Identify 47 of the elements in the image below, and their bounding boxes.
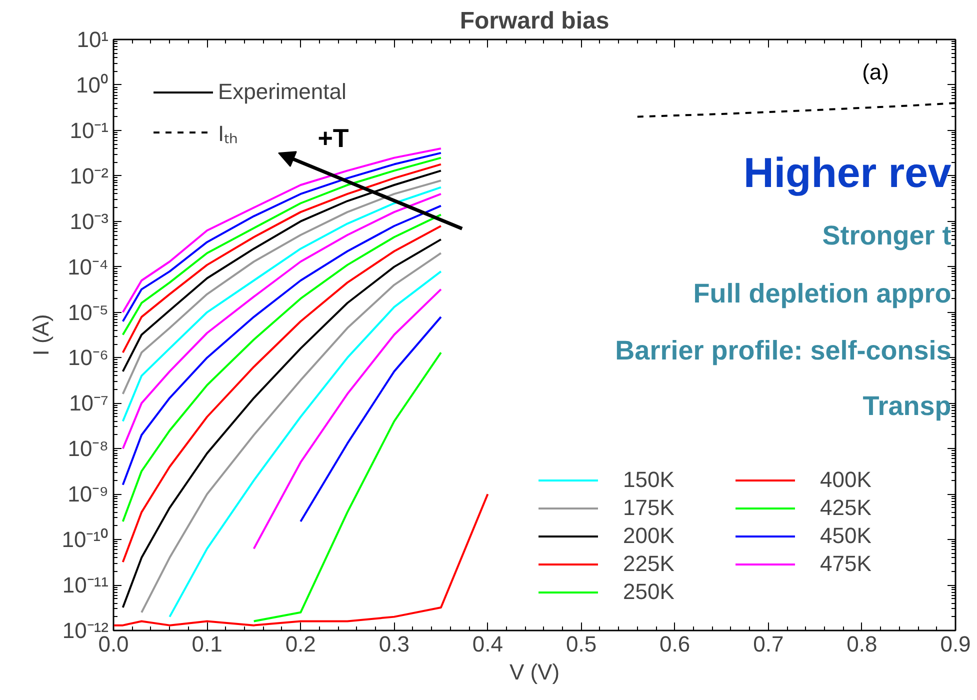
line-series — [252, 352, 442, 622]
y-tick-label: 10⁻² — [70, 163, 108, 188]
annotation: Transp — [862, 390, 952, 421]
y-tick-label: 10¹ — [76, 27, 108, 52]
y-axis-title: I (A) — [28, 314, 54, 356]
annotation: +T — [318, 123, 349, 154]
y-tick-label: 10⁻⁶ — [68, 345, 109, 370]
y-tick-label: 10⁻¹⁰ — [62, 527, 108, 552]
legend-label: 475K — [820, 551, 872, 577]
legend-label: 250K — [623, 579, 676, 605]
y-tick-label: 10⁻¹¹ — [62, 572, 108, 598]
y-tick-label: 10⁻⁴ — [68, 254, 109, 280]
legend-label: Iₜₕ — [218, 120, 238, 147]
legend-label: 450K — [820, 523, 872, 549]
legend-label: Experimental — [218, 79, 346, 105]
annotation: Higher rev — [744, 148, 952, 196]
legend-label: 225K — [623, 551, 676, 577]
x-tick-label: 0.4 — [472, 632, 504, 656]
x-tick-label: 0.5 — [566, 632, 597, 656]
line-series — [300, 316, 442, 522]
x-tick-label: 0.1 — [192, 632, 222, 656]
annotation: (a) — [862, 60, 889, 85]
line-series — [252, 288, 442, 550]
y-tick-label: 10⁻⁸ — [68, 436, 109, 462]
line-series — [114, 493, 489, 626]
y-tick-label: 10⁻⁵ — [68, 300, 109, 325]
chart-title: Forward bias — [460, 8, 610, 34]
x-axis-title: V (V) — [509, 660, 560, 684]
legend-label: 175K — [623, 495, 676, 521]
x-tick-label: 0.3 — [378, 632, 410, 656]
annotation: Barrier profile: self-consis — [615, 335, 952, 366]
legend-label: 150K — [623, 467, 676, 493]
annotation: Full depletion appro — [693, 278, 952, 309]
x-tick-label: 0.9 — [940, 632, 971, 656]
y-tick-label: 10⁻³ — [70, 208, 108, 234]
x-tick-label: 0.7 — [753, 632, 784, 656]
y-tick-label: 10⁻⁹ — [68, 482, 109, 507]
legend-label: 425K — [820, 495, 872, 521]
legend-label: 200K — [623, 523, 676, 549]
y-tick-label: 10⁻⁷ — [69, 390, 109, 416]
x-tick-label: 0.8 — [846, 632, 878, 656]
x-tick-label: 0.2 — [285, 632, 316, 656]
x-tick-label: 0.6 — [660, 632, 690, 656]
y-tick-label: 10⁰ — [76, 72, 109, 98]
legend-label: 400K — [820, 467, 872, 493]
annotation: Stronger t — [822, 220, 952, 251]
y-tick-label: 10⁻¹ — [70, 118, 108, 143]
